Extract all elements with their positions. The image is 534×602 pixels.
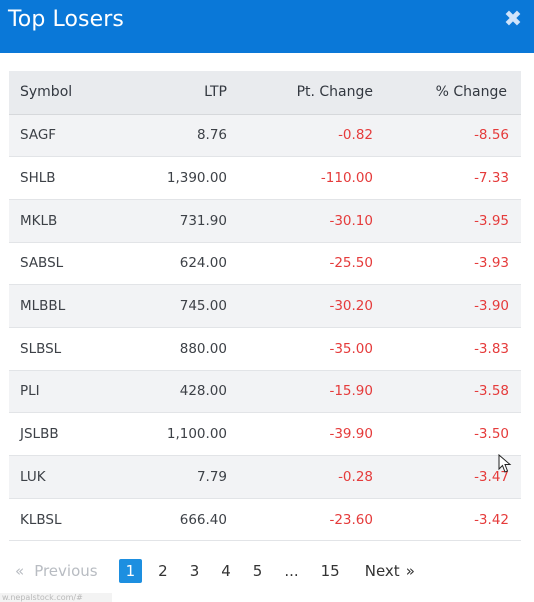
close-icon[interactable]: ✖	[503, 7, 523, 32]
ltp-cell: 7.79	[139, 455, 227, 499]
table-row[interactable]: SAGF 8.76 -0.82 -8.56	[9, 114, 521, 158]
header-pct-change: % Change	[373, 71, 521, 115]
pct-change-cell: -3.95	[373, 199, 521, 243]
header-pt-change: Pt. Change	[227, 71, 373, 115]
symbol-cell: SLBSL	[9, 327, 139, 371]
mouse-cursor-icon	[498, 454, 512, 473]
table-row[interactable]: PLI 428.00 -15.90 -3.58	[9, 370, 521, 414]
symbol-cell: SAGF	[9, 114, 139, 158]
ltp-cell: 624.00	[139, 242, 227, 286]
table-row[interactable]: MLBBL 745.00 -30.20 -3.90	[9, 284, 521, 328]
pct-change-cell: -3.90	[373, 284, 521, 328]
page-link-1[interactable]: 1	[118, 559, 143, 583]
page-link-4[interactable]: 4	[221, 562, 231, 580]
page-link-2[interactable]: 2	[158, 562, 168, 580]
page-link-3[interactable]: 3	[189, 562, 200, 580]
next-button[interactable]: Next	[364, 562, 400, 580]
header-symbol: Symbol	[9, 71, 139, 115]
page-link-5[interactable]: 5	[252, 562, 263, 580]
table-row[interactable]: JSLBB 1,100.00 -39.90 -3.50	[9, 412, 521, 456]
page-link-15[interactable]: 15	[320, 562, 340, 580]
symbol-cell: LUK	[9, 455, 139, 499]
pct-change-cell: -8.56	[373, 114, 521, 158]
symbol-cell: JSLBB	[9, 412, 139, 456]
prev-arrow: «	[15, 562, 25, 580]
symbol-cell: SABSL	[9, 242, 139, 286]
symbol-cell: SHLB	[9, 156, 139, 200]
table-row[interactable]: LUK 7.79 -0.28 -3.47	[9, 455, 521, 499]
pt-change-cell: -35.00	[227, 327, 373, 371]
pt-change-cell: -30.10	[227, 199, 373, 243]
pct-change-cell: -3.47	[373, 455, 521, 499]
pct-change-cell: -3.83	[373, 327, 521, 371]
pt-change-cell: -0.28	[227, 455, 373, 499]
pct-change-cell: -3.42	[373, 498, 521, 542]
table-row[interactable]: SLBSL 880.00 -35.00 -3.83	[9, 327, 521, 371]
losers-table: Symbol LTP Pt. Change % Change SAGF 8.76-…	[9, 71, 521, 542]
modal-title: Top Losers	[8, 7, 124, 32]
ltp-cell: 745.00	[139, 284, 227, 328]
pt-change-cell: -0.82	[227, 114, 373, 158]
header-ltp: LTP	[139, 71, 227, 115]
pt-change-cell: -23.60	[227, 498, 373, 542]
pt-change-cell: -25.50	[227, 242, 373, 286]
symbol-cell: MKLB	[9, 199, 139, 243]
ltp-cell: 8.76	[139, 114, 227, 158]
ltp-cell: 1,100.00	[139, 412, 227, 456]
ltp-cell: 1,390.00	[139, 156, 227, 200]
pagination: « Previous 1 2 3 4 5... 15 Next »	[11, 559, 419, 583]
status-url: w.nepalstock.com/#	[0, 593, 112, 602]
ltp-cell: 731.90	[139, 199, 227, 243]
pt-change-cell: -15.90	[227, 370, 373, 414]
pt-change-cell: -39.90	[227, 412, 373, 456]
ltp-cell: 880.00	[139, 327, 227, 371]
symbol-cell: MLBBL	[9, 284, 139, 328]
ltp-cell: 428.00	[139, 370, 227, 414]
page-ellipsis: ...	[284, 562, 299, 580]
pct-change-cell: -3.93	[373, 242, 521, 286]
pt-change-cell: -30.20	[227, 284, 373, 328]
pct-change-cell: -3.50	[373, 412, 521, 456]
previous-button: Previous	[34, 562, 98, 580]
table-header-row: Symbol LTP Pt. Change % Change	[9, 71, 521, 115]
table-row[interactable]: KLBSL 666.40 -23.60 -3.42	[9, 498, 521, 542]
symbol-cell: KLBSL	[9, 498, 139, 542]
table-row[interactable]: SABSL 624.00 -25.50 -3.93	[9, 242, 521, 286]
pt-change-cell: -110.00	[227, 156, 373, 200]
pct-change-cell: -7.33	[373, 156, 521, 200]
table-row[interactable]: MKLB 731.90 -30.10 -3.95	[9, 199, 521, 243]
ltp-cell: 666.40	[139, 498, 227, 542]
pct-change-cell: -3.58	[373, 370, 521, 414]
symbol-cell: PLI	[9, 370, 139, 414]
next-arrow[interactable]: »	[405, 562, 415, 580]
modal-header: Top Losers ✖	[0, 0, 534, 53]
table-row[interactable]: SHLB 1,390.00 -110.00 -7.33	[9, 156, 521, 200]
